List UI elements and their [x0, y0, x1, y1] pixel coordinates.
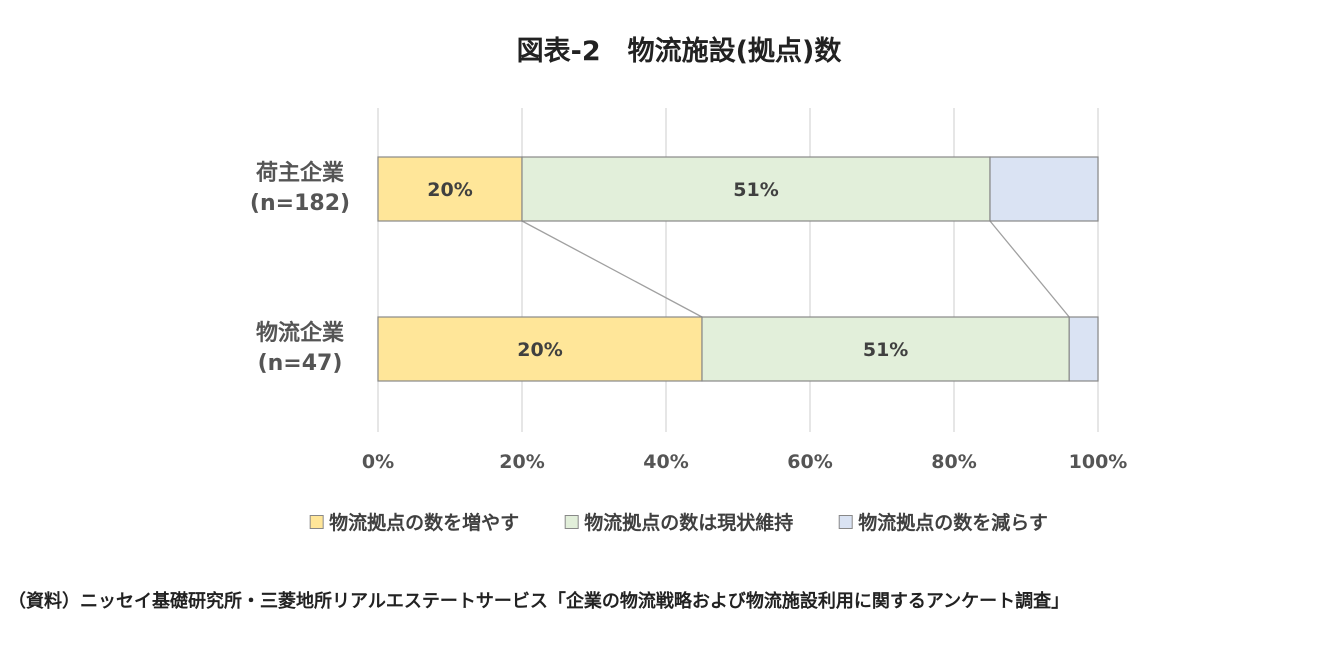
bar-segment	[1068, 316, 1099, 382]
bar-segment	[377, 156, 523, 222]
bar-segment	[989, 156, 1099, 222]
category-n-label: (n=182)	[250, 191, 350, 216]
category-labels: 荷主企業 (n=182) 物流企業 (n=47)	[250, 160, 350, 376]
x-tick-label: 80%	[931, 451, 976, 473]
series-line	[521, 220, 703, 318]
category-label: 物流企業	[256, 320, 345, 346]
series-lines	[521, 220, 1070, 318]
legend-swatch	[564, 515, 579, 529]
legend: 物流拠点の数を増やす 物流拠点の数は現状維持 物流拠点の数を減らす	[309, 511, 1048, 534]
chart-title: 図表-2 物流施設(拠点)数	[517, 35, 843, 67]
bars: 20% 51% 20% 51%	[377, 156, 1099, 382]
legend-swatch	[838, 515, 853, 529]
data-label: 51%	[733, 179, 778, 201]
x-tick-label: 100%	[1069, 451, 1128, 473]
legend-label: 物流拠点の数を減らす	[858, 511, 1048, 534]
x-tick-label: 20%	[499, 451, 544, 473]
data-label: 20%	[517, 339, 562, 361]
x-tick-label: 40%	[643, 451, 688, 473]
category-label: 荷主企業	[256, 160, 345, 186]
data-label: 51%	[863, 339, 908, 361]
bar-segment	[701, 316, 1070, 382]
legend-label: 物流拠点の数は現状維持	[584, 511, 793, 534]
data-label: 20%	[427, 179, 472, 201]
legend-label: 物流拠点の数を増やす	[329, 511, 519, 534]
x-axis-ticks: 0% 20% 40% 60% 80% 100%	[362, 451, 1127, 473]
x-tick-label: 60%	[787, 451, 832, 473]
x-tick-label: 0%	[362, 451, 394, 473]
legend-swatch	[309, 515, 324, 529]
series-line	[989, 220, 1070, 318]
category-n-label: (n=47)	[258, 351, 343, 376]
source-note: （資料）ニッセイ基礎研究所・三菱地所リアルエステートサービス「企業の物流戦略およ…	[8, 590, 1069, 612]
